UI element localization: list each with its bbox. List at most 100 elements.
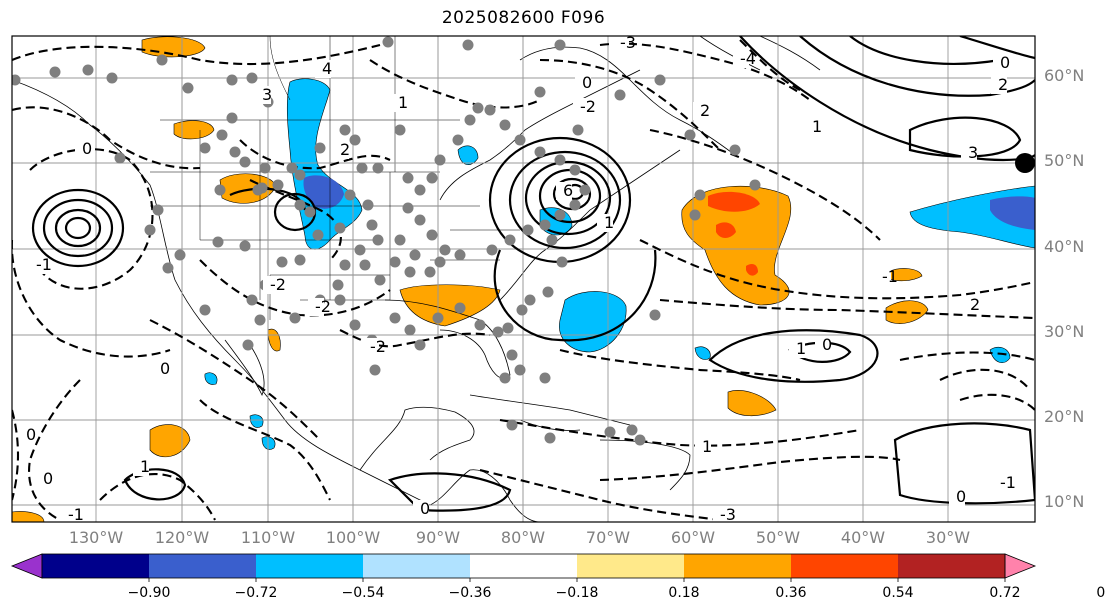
observation-dot xyxy=(534,86,546,98)
observation-dot xyxy=(82,64,94,76)
contour-label: 0 xyxy=(956,487,966,506)
contour-label: -1 xyxy=(882,267,898,286)
observation-dot xyxy=(539,372,551,384)
contour-label-bg xyxy=(36,470,52,488)
contour-label-bg xyxy=(19,426,35,444)
contour-label: 2 xyxy=(340,140,350,159)
observation-dot xyxy=(356,162,368,174)
contour-label: 1 xyxy=(702,437,712,456)
latitude-label: 60°N xyxy=(1044,66,1085,85)
observation-dot xyxy=(402,202,414,214)
positive-anomaly-area xyxy=(12,511,45,522)
observation-dot xyxy=(339,259,351,271)
contour-label: 1 xyxy=(140,457,150,476)
observation-dot xyxy=(144,224,156,236)
positive-anomaly-area xyxy=(727,390,777,417)
latitude-label: 20°N xyxy=(1044,407,1085,426)
observation-dot xyxy=(394,234,406,246)
contour-label: 1 xyxy=(796,339,806,358)
contour-label-bg xyxy=(29,256,45,274)
observation-dot xyxy=(486,244,498,256)
observation-dot xyxy=(304,206,316,218)
colorbar-tick-label: 0.54 xyxy=(882,585,914,601)
colorbar-segment xyxy=(149,554,256,578)
longitude-label: 120°W xyxy=(154,528,210,547)
contour-label: 1 xyxy=(604,213,614,232)
negative-anomaly-area xyxy=(694,346,711,360)
contour-label-bg xyxy=(991,76,1007,94)
observation-dot xyxy=(614,89,626,101)
contour-label: 4 xyxy=(322,59,332,78)
longitude-label: 110°W xyxy=(240,528,296,547)
contour-label-bg xyxy=(255,86,271,104)
contour-label: 2 xyxy=(700,101,710,120)
observation-dot xyxy=(394,124,406,136)
observation-dot xyxy=(114,152,126,164)
anomaly-shading xyxy=(12,36,1035,522)
negative-anomaly-area xyxy=(204,372,218,385)
contour-label-bg xyxy=(75,140,91,158)
observation-dot xyxy=(239,156,251,168)
observation-dot xyxy=(556,256,568,268)
observation-dot xyxy=(462,39,474,51)
observation-dot xyxy=(516,304,528,316)
contour-label-bg xyxy=(263,276,279,294)
observation-dot xyxy=(332,279,344,291)
observation-dot xyxy=(454,249,466,261)
positive-anomaly-area xyxy=(887,268,923,282)
negative-anomaly-area xyxy=(989,346,1011,363)
contour-label-bg xyxy=(133,458,149,476)
contour-label: 6 xyxy=(563,181,573,200)
observation-dot xyxy=(414,214,426,226)
observation-dot xyxy=(522,224,534,236)
observation-dot xyxy=(246,294,258,306)
contour-label-bg xyxy=(61,506,77,522)
observation-dot xyxy=(544,432,556,444)
contour-label: -1 xyxy=(68,505,84,524)
observation-dot xyxy=(286,162,298,174)
colorbar-tick-label: −0.90 xyxy=(127,585,171,601)
contour-label-bg xyxy=(789,340,805,358)
observation-dot xyxy=(534,146,546,158)
contour-label-bg xyxy=(556,182,572,200)
observation-dot xyxy=(524,294,536,306)
observation-dot xyxy=(554,39,566,51)
observation-dot xyxy=(252,184,264,196)
contour-label-bg xyxy=(695,438,711,456)
observation-dot xyxy=(272,179,284,191)
colorbar-segment xyxy=(256,554,363,578)
observation-dot xyxy=(339,124,351,136)
contour-label-bg xyxy=(949,488,965,506)
observation-dot xyxy=(174,249,186,261)
contour-label: -1 xyxy=(1000,473,1016,492)
observation-dot xyxy=(349,134,361,146)
observation-dot xyxy=(464,114,476,126)
observation-dot xyxy=(484,104,496,116)
observation-dot xyxy=(354,244,366,256)
contour-label-bg xyxy=(993,54,1009,72)
observation-dot xyxy=(294,254,306,266)
observation-dot xyxy=(212,236,224,248)
observation-dot xyxy=(372,162,384,174)
latitude-label: 40°N xyxy=(1044,237,1085,256)
observation-dot xyxy=(402,172,414,184)
map-frame xyxy=(11,35,1036,523)
observation-dot xyxy=(49,66,61,78)
contour-label-bg xyxy=(363,338,379,356)
observation-dot xyxy=(216,129,228,141)
observation-dot xyxy=(539,219,551,231)
observation-dot xyxy=(226,74,238,86)
observation-dot xyxy=(152,204,164,216)
observation-dot xyxy=(504,234,516,246)
colorbar-segment xyxy=(470,554,577,578)
positive-anomaly-area xyxy=(399,284,501,327)
contour-label: 0 xyxy=(582,73,592,92)
positive-anomaly-area xyxy=(149,424,191,458)
strong-negative-anomaly-area xyxy=(990,196,1035,230)
observation-dot xyxy=(434,154,446,166)
colorbar-segment xyxy=(791,554,898,578)
contour-label-bg xyxy=(733,50,749,68)
contour-label: 0 xyxy=(43,469,53,488)
contour-label-bg xyxy=(613,36,629,52)
observation-dot xyxy=(472,102,484,114)
